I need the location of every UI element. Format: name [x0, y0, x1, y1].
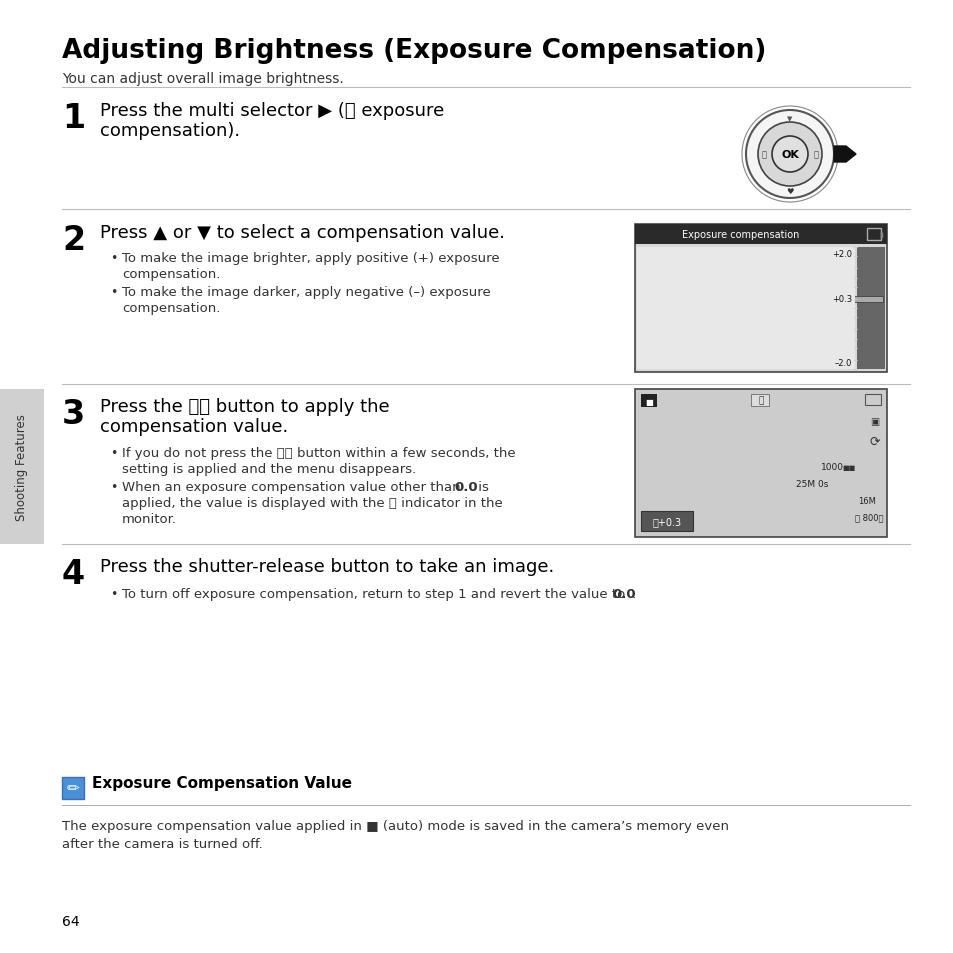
FancyBboxPatch shape	[640, 512, 692, 532]
Text: is: is	[474, 480, 488, 494]
FancyBboxPatch shape	[635, 225, 886, 245]
Text: +0.3: +0.3	[831, 295, 851, 304]
Text: ⟳: ⟳	[869, 435, 880, 448]
Text: Press ▲ or ▼ to select a compensation value.: Press ▲ or ▼ to select a compensation va…	[100, 224, 504, 242]
Text: ▮: ▮	[878, 232, 882, 237]
Circle shape	[758, 123, 821, 187]
Text: monitor.: monitor.	[122, 513, 177, 525]
FancyBboxPatch shape	[856, 248, 884, 370]
Circle shape	[771, 137, 807, 172]
FancyBboxPatch shape	[635, 390, 886, 537]
Text: ▼: ▼	[786, 116, 792, 122]
Text: +2.0: +2.0	[831, 250, 851, 258]
Text: compensation value.: compensation value.	[100, 417, 288, 436]
FancyBboxPatch shape	[635, 225, 886, 373]
Text: Exposure compensation: Exposure compensation	[681, 230, 799, 240]
Text: Press the ⓄⒺ button to apply the: Press the ⓄⒺ button to apply the	[100, 397, 389, 416]
Text: setting is applied and the menu disappears.: setting is applied and the menu disappea…	[122, 462, 416, 476]
FancyArrow shape	[833, 147, 855, 163]
Text: Ⓔ+0.3: Ⓔ+0.3	[652, 517, 680, 526]
Text: To turn off exposure compensation, return to step 1 and revert the value to: To turn off exposure compensation, retur…	[122, 587, 629, 600]
Text: 1000: 1000	[820, 463, 842, 472]
Text: 2: 2	[62, 224, 85, 256]
Text: •: •	[110, 587, 117, 600]
FancyBboxPatch shape	[637, 248, 854, 370]
Circle shape	[745, 111, 833, 199]
Text: If you do not press the ⓄⒺ button within a few seconds, the: If you do not press the ⓄⒺ button within…	[122, 447, 515, 459]
Text: 4: 4	[62, 558, 85, 590]
Text: OK: OK	[781, 150, 798, 160]
Text: .: .	[631, 587, 636, 600]
FancyBboxPatch shape	[853, 296, 882, 302]
Text: 3: 3	[62, 397, 85, 431]
Text: Adjusting Brightness (Exposure Compensation): Adjusting Brightness (Exposure Compensat…	[62, 38, 765, 64]
FancyBboxPatch shape	[62, 778, 84, 800]
Text: compensation).: compensation).	[100, 122, 240, 140]
Text: 0.0: 0.0	[612, 587, 635, 600]
Text: •: •	[110, 252, 117, 265]
Text: 0.0: 0.0	[454, 480, 477, 494]
Text: compensation.: compensation.	[122, 268, 220, 281]
Text: Exposure Compensation Value: Exposure Compensation Value	[91, 776, 352, 791]
Text: •: •	[110, 286, 117, 298]
Text: compensation.: compensation.	[122, 302, 220, 314]
Text: 【 800】: 【 800】	[854, 513, 882, 522]
Text: 1: 1	[62, 102, 85, 135]
Text: To make the image darker, apply negative (–) exposure: To make the image darker, apply negative…	[122, 286, 490, 298]
Text: 64: 64	[62, 914, 79, 928]
Text: Press the shutter-release button to take an image.: Press the shutter-release button to take…	[100, 558, 554, 576]
Text: You can adjust overall image brightness.: You can adjust overall image brightness.	[62, 71, 343, 86]
Text: •: •	[110, 480, 117, 494]
Text: –2.0: –2.0	[834, 358, 851, 368]
Text: Press the multi selector ▶ (Ⓔ exposure: Press the multi selector ▶ (Ⓔ exposure	[100, 102, 444, 120]
Text: Ⓔ: Ⓔ	[813, 151, 818, 159]
Text: 25M 0s: 25M 0s	[795, 480, 827, 489]
Text: ⌛: ⌛	[760, 151, 765, 159]
Text: When an exposure compensation value other than: When an exposure compensation value othe…	[122, 480, 464, 494]
Text: •: •	[110, 447, 117, 459]
Text: ■: ■	[644, 397, 652, 406]
Text: 16M: 16M	[857, 497, 875, 506]
Text: To make the image brighter, apply positive (+) exposure: To make the image brighter, apply positi…	[122, 252, 499, 265]
Text: applied, the value is displayed with the Ⓔ indicator in the: applied, the value is displayed with the…	[122, 497, 502, 510]
Text: Ⓔ: Ⓔ	[758, 396, 763, 405]
FancyBboxPatch shape	[750, 395, 768, 407]
FancyBboxPatch shape	[640, 395, 657, 408]
Text: ■■: ■■	[841, 464, 855, 471]
Text: ♥: ♥	[785, 186, 793, 195]
Text: Shooting Features: Shooting Features	[15, 414, 29, 520]
Text: ▣: ▣	[869, 416, 879, 427]
Text: The exposure compensation value applied in ■ (auto) mode is saved in the camera’: The exposure compensation value applied …	[62, 820, 728, 850]
Text: ✏: ✏	[67, 781, 79, 796]
FancyBboxPatch shape	[0, 390, 44, 544]
